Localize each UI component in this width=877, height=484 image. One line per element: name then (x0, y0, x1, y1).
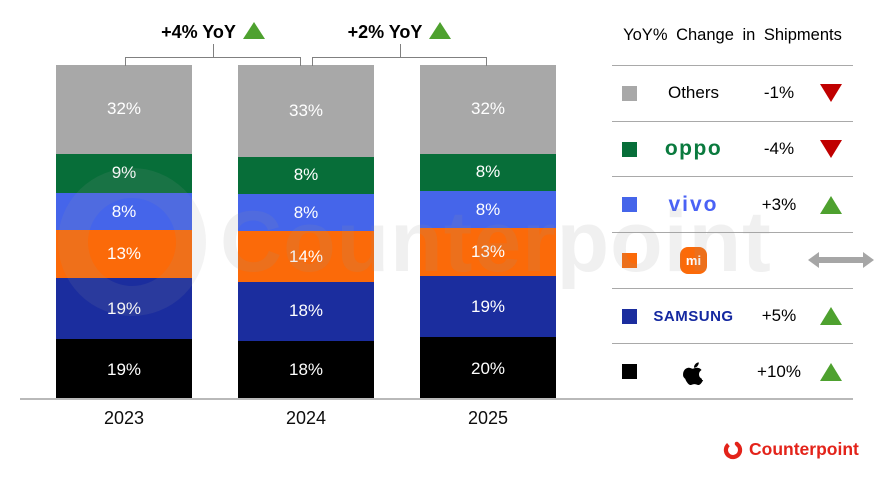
segment-value-label: 33% (288, 100, 324, 120)
down-triangle-icon (819, 140, 842, 158)
bracket-tick (213, 44, 214, 57)
bar-segment-others-2024: 33% (238, 65, 374, 157)
bracket-tick (399, 44, 401, 57)
others-change-value: -1% (763, 83, 795, 103)
up-triangle-icon (819, 195, 842, 214)
yoy-bracket-2024-2025 (312, 44, 487, 66)
bar-segment-apple-2023: 19% (56, 339, 192, 400)
segment-value-label: 13% (106, 244, 142, 264)
xiaomi-swatch (622, 252, 637, 268)
others-label: Others (667, 83, 720, 103)
legend-row-samsung: SAMSUNG +5% (612, 287, 853, 344)
oppo-swatch (622, 141, 637, 157)
segment-value-label: 20% (470, 358, 506, 378)
oppo-change-value: -4% (763, 139, 795, 158)
bar-segment-xiaomi-2023: 13% (56, 230, 192, 279)
yoy-annotation-2025: +2% YoY (312, 21, 487, 43)
samsung-swatch (622, 308, 637, 324)
bar-segment-apple-2025: 20% (420, 337, 556, 400)
others-swatch (622, 85, 637, 101)
bar-segment-vivo-2023: 8% (56, 193, 192, 231)
up-triangle-icon (429, 22, 452, 39)
xiaomi-mi-logo: mi (680, 246, 707, 274)
counterpoint-mark-icon (723, 440, 743, 459)
samsung-logo: SAMSUNG (653, 307, 734, 325)
apple-change-value: +10% (757, 361, 801, 381)
up-triangle-icon (819, 307, 842, 326)
segment-value-label: 8% (475, 162, 501, 182)
yoy-annotation-label: +2% YoY (347, 22, 423, 42)
legend-row-xiaomi: mi (612, 232, 874, 288)
bar-segment-samsung-2024: 18% (238, 281, 374, 341)
x-axis-line (20, 398, 853, 400)
segment-value-label: 32% (106, 99, 142, 119)
segment-value-label: 32% (470, 99, 506, 119)
segment-value-label: 13% (470, 242, 506, 262)
segment-value-label: 18% (288, 301, 324, 321)
segment-value-label: 18% (288, 360, 324, 380)
segment-value-label: 8% (111, 201, 137, 221)
segment-value-label: 19% (106, 359, 142, 379)
segment-value-label: 19% (470, 296, 506, 316)
segment-value-label: 19% (106, 298, 142, 318)
segment-value-label: 8% (293, 202, 319, 222)
up-triangle-icon (242, 22, 265, 39)
bar-segment-samsung-2023: 19% (56, 278, 192, 340)
bar-segment-xiaomi-2025: 13% (420, 228, 556, 277)
legend-row-vivo: vivo +3% (612, 176, 853, 232)
x-tick-2023: 2023 (103, 408, 145, 428)
x-tick-2024: 2024 (285, 408, 327, 428)
flat-double-arrow-icon (808, 252, 874, 269)
bar-segment-xiaomi-2024: 14% (238, 231, 374, 282)
legend-row-others: Others -1% (612, 65, 853, 121)
oppo-logo: oppo (664, 137, 723, 160)
segment-value-label: 14% (288, 246, 324, 266)
apple-swatch (622, 364, 637, 380)
vivo-swatch (622, 197, 637, 213)
segment-value-label: 9% (111, 163, 137, 183)
stacked-bar-2025: 32% 8% 8% 13% 19% 20% (420, 65, 556, 400)
vivo-change-value: +3% (761, 194, 797, 214)
up-triangle-icon (819, 362, 842, 381)
bar-segment-oppo-2023: 9% (56, 153, 192, 194)
yoy-annotation-2024: +4% YoY (125, 21, 301, 43)
segment-value-label: 8% (293, 165, 319, 185)
samsung-change-value: +5% (761, 306, 797, 326)
stacked-bar-2023: 32% 9% 8% 13% 19% 19% (56, 65, 192, 400)
x-tick-2025: 2025 (467, 408, 509, 428)
bar-segment-others-2025: 32% (420, 65, 556, 154)
bar-segment-oppo-2025: 8% (420, 153, 556, 191)
bar-segment-vivo-2024: 8% (238, 194, 374, 232)
vivo-logo: vivo (668, 192, 719, 216)
bar-segment-apple-2024: 18% (238, 340, 374, 401)
bar-segment-vivo-2025: 8% (420, 191, 556, 229)
bar-segment-oppo-2024: 8% (238, 156, 374, 195)
legend-row-oppo: oppo -4% (612, 120, 853, 177)
down-triangle-icon (819, 84, 842, 103)
legend-row-apple: +10% (612, 343, 853, 399)
yoy-bracket-2023-2024 (125, 44, 301, 66)
bar-segment-others-2023: 32% (56, 65, 192, 154)
yoy-annotation-label: +4% YoY (161, 22, 236, 42)
legend-rows: Others -1% oppo -4% vivo +3% mi (612, 65, 874, 399)
apple-logo-icon (682, 362, 703, 385)
counterpoint-logo: Counterpoint (723, 439, 859, 460)
counterpoint-logo-text: Counterpoint (749, 439, 859, 459)
stacked-bar-2024: 33% 8% 8% 14% 18% 18% (238, 65, 374, 401)
segment-value-label: 8% (475, 199, 501, 219)
bar-segment-samsung-2025: 19% (420, 276, 556, 337)
legend-title: YoY% Change in Shipments (623, 26, 842, 44)
legend: YoY% Change in Shipments Others -1% oppo… (612, 0, 874, 399)
